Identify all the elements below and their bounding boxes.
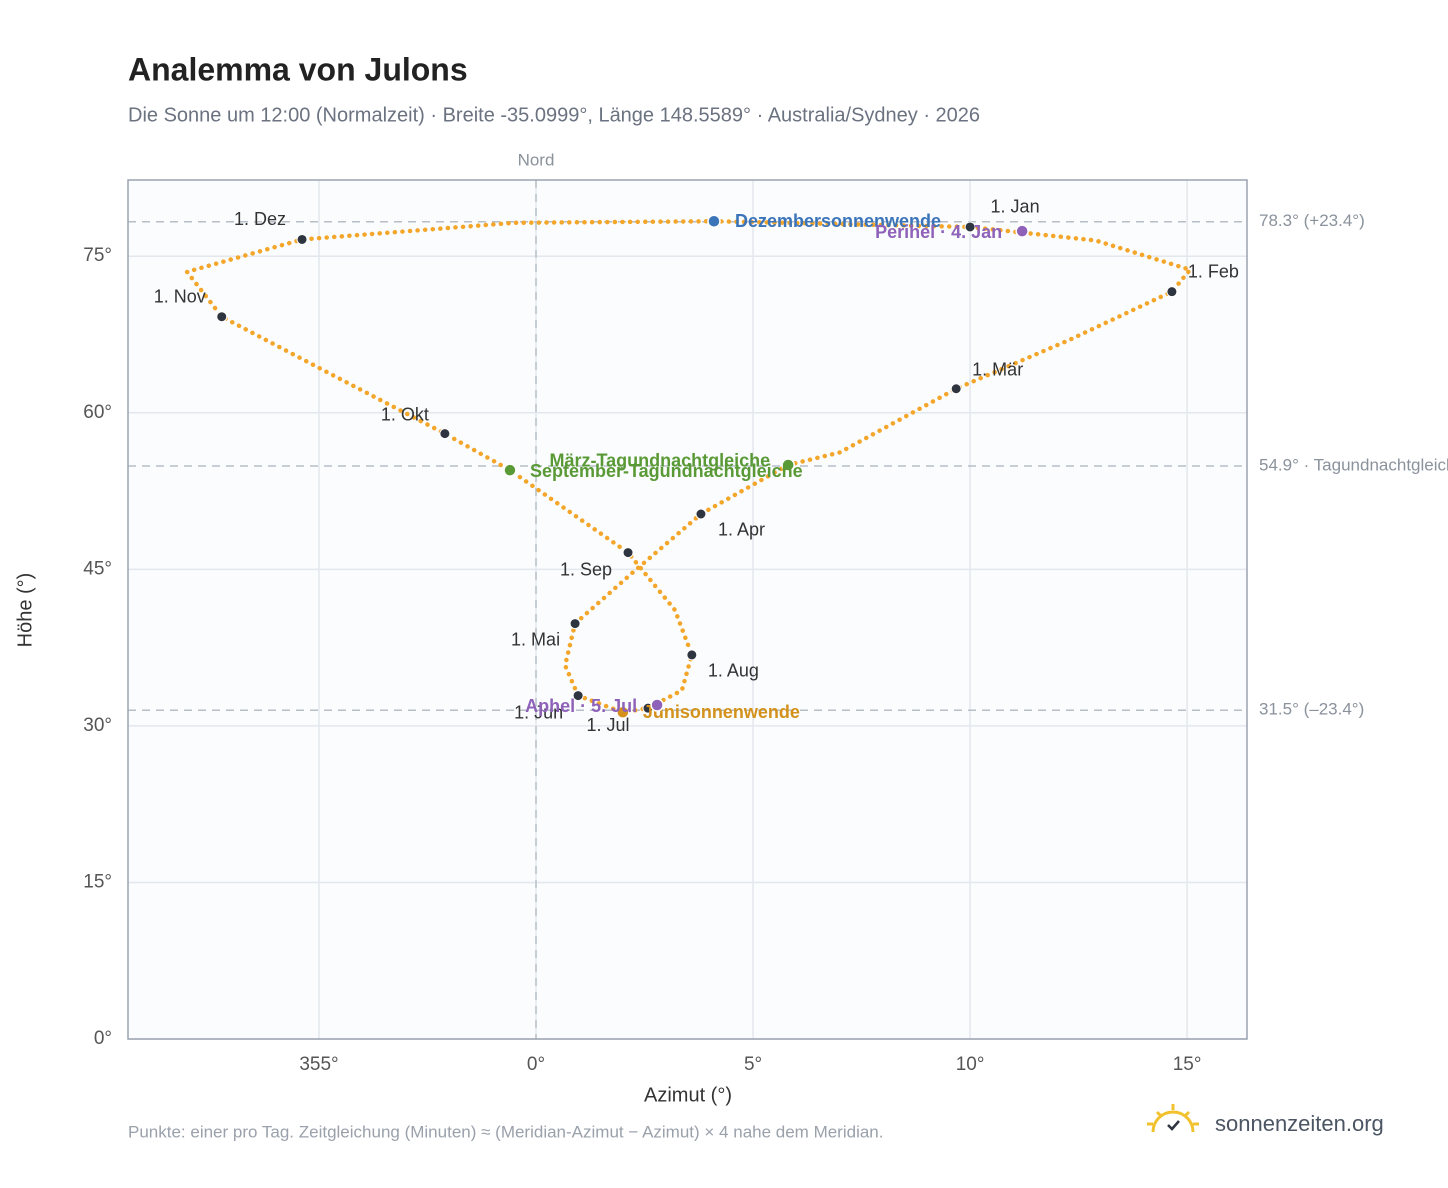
- event-point: [1015, 224, 1029, 238]
- y-tick-label: 30°: [83, 715, 112, 736]
- x-tick-label: 5°: [744, 1054, 762, 1075]
- analemma-curve: [184, 218, 1193, 715]
- month-point: [439, 428, 451, 440]
- month-label: 1. Mai: [511, 629, 560, 649]
- chart-title: Analemma von Julons: [128, 51, 468, 87]
- month-label: 1. Jul: [586, 715, 629, 735]
- event-point: [616, 705, 630, 720]
- event-label: Junisonnenwende: [643, 702, 800, 722]
- month-label: 1. Mär: [972, 359, 1023, 379]
- month-point: [1166, 286, 1178, 298]
- month-label: 1. Aug: [708, 661, 759, 681]
- event-label: Aphel · 5. Jul: [525, 696, 637, 716]
- month-point: [216, 311, 228, 323]
- event-label: Dezembersonnenwende: [735, 211, 941, 231]
- month-label: 1. Okt: [381, 404, 429, 424]
- month-point: [296, 233, 308, 245]
- plot-layer: 1. Jan 1. Feb 1. Mär 1. Apr 1. Mai 1. Jun 1. J…: [128, 180, 1247, 1040]
- north-label: Nord: [518, 150, 555, 169]
- reference-label: 31.5° (–23.4°): [1259, 700, 1364, 719]
- event-point: [707, 214, 721, 228]
- month-label: 1. Jan: [991, 197, 1040, 217]
- plot-frame: [127, 179, 1248, 1040]
- month-point: [572, 690, 584, 702]
- month-label: 1. Sep: [560, 559, 612, 579]
- x-tick-label: 10°: [956, 1054, 985, 1075]
- footnote: Punkte: einer pro Tag. Zeitgleichung (Mi…: [128, 1122, 884, 1141]
- plot-area: [128, 180, 1247, 1039]
- month-label: 1. Dez: [234, 209, 286, 229]
- event-point: [650, 698, 664, 712]
- y-axis-label: Höhe (°): [14, 573, 36, 648]
- month-point: [569, 618, 581, 630]
- y-tick-label: 60°: [83, 402, 112, 423]
- month-point: [686, 649, 698, 661]
- event-label: Perihel · 4. Jan: [875, 222, 1002, 242]
- y-tick-label: 75°: [83, 245, 112, 266]
- brand-logo: [1147, 1104, 1199, 1133]
- brand: sonnenzeiten.org: [1215, 1111, 1384, 1136]
- chart-subtitle: Die Sonne um 12:00 (Normalzeit) · Breite…: [128, 104, 980, 126]
- y-tick-label: 45°: [83, 558, 112, 579]
- reference-label: 54.9° · Tagundnachtgleiche: [1259, 455, 1448, 474]
- x-tick-label: 0°: [527, 1054, 545, 1075]
- y-tick-label: 0°: [94, 1028, 112, 1049]
- x-axis-label: Azimut (°): [644, 1084, 732, 1106]
- event-point: [503, 463, 517, 477]
- month-point: [695, 508, 707, 520]
- event-point: [781, 458, 795, 472]
- month-label: 1. Nov: [154, 286, 206, 306]
- month-label: 1. Feb: [1188, 261, 1239, 281]
- reference-label: 78.3° (+23.4°): [1259, 211, 1365, 230]
- month-label: 1. Jun: [514, 702, 563, 722]
- month-point: [964, 221, 976, 233]
- event-label: September-Tagundnachtgleiche: [530, 461, 803, 481]
- month-label: 1. Apr: [718, 520, 765, 540]
- month-point: [622, 547, 634, 559]
- x-tick-label: 15°: [1173, 1054, 1202, 1075]
- month-point: [950, 383, 962, 395]
- y-tick-label: 15°: [83, 871, 112, 892]
- event-label: März-Tagundnachtgleiche: [550, 451, 771, 471]
- x-tick-label: 355°: [299, 1054, 338, 1075]
